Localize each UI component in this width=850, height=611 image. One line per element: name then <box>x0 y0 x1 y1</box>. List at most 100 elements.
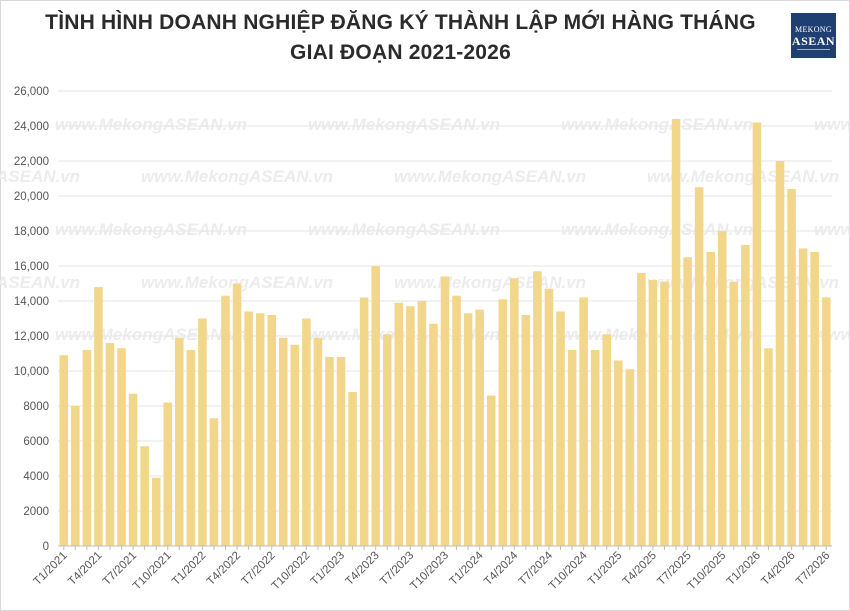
bar <box>671 119 681 546</box>
watermark-text: www.MekongASEAN.vn <box>0 273 80 292</box>
x-tick-label: T10/2025 <box>686 550 729 593</box>
x-tick-label: T10/2023 <box>408 550 451 593</box>
bar <box>706 252 715 546</box>
x-tick-label: T1/2024 <box>447 549 486 588</box>
y-tick-label: 22,000 <box>14 156 49 168</box>
bar <box>128 393 138 546</box>
x-tick-label: T4/2021 <box>66 550 104 588</box>
bar <box>406 306 415 546</box>
watermark-text: www.MekongASEAN.vn <box>561 220 753 239</box>
bar <box>821 297 831 546</box>
bar <box>209 418 219 546</box>
bar <box>429 323 438 546</box>
watermark-text: www.MekongASEAN.vn <box>55 220 247 239</box>
bar <box>59 355 69 546</box>
bar <box>787 189 796 546</box>
bar <box>521 315 531 546</box>
watermark-text: www.MekongASEAN.vn <box>308 220 500 239</box>
bar <box>625 369 635 546</box>
bar <box>417 301 427 546</box>
chart-title: TÌNH HÌNH DOANH NGHIỆP ĐĂNG KÝ THÀNH LẬP… <box>45 11 756 64</box>
bar <box>602 334 612 546</box>
bar <box>764 348 773 546</box>
bar <box>775 161 785 546</box>
watermark-text: www.MekongASEAN.vn <box>561 115 753 134</box>
x-tick-label: T4/2022 <box>205 550 243 588</box>
watermark-text: www.MekongASEAN.vn <box>308 115 500 134</box>
bar <box>394 302 404 546</box>
y-tick-label: 8000 <box>23 401 49 413</box>
bar <box>175 337 184 546</box>
bar <box>533 271 542 546</box>
logo-line-2: ASEAN <box>791 34 836 48</box>
y-tick-label: 12,000 <box>14 331 49 343</box>
bar <box>752 122 762 546</box>
y-tick-label: 26,000 <box>14 86 49 98</box>
y-tick-label: 14,000 <box>14 296 49 308</box>
bar <box>198 318 207 546</box>
bar <box>382 334 392 546</box>
bar <box>648 280 658 546</box>
bar <box>359 297 369 546</box>
y-tick-label: 16,000 <box>14 261 49 273</box>
bar <box>348 392 357 546</box>
bar <box>717 231 727 546</box>
bar <box>232 283 242 546</box>
bar <box>660 281 669 546</box>
x-tick-label: T10/2024 <box>547 549 590 592</box>
bar <box>302 318 311 546</box>
x-tick-label: T1/2022 <box>170 550 208 588</box>
bar <box>637 273 646 546</box>
mekong-asean-logo: MEKONG ASEAN <box>791 13 836 58</box>
bar <box>336 357 346 546</box>
x-tick-label: T1/2021 <box>32 550 70 588</box>
bar <box>579 297 588 546</box>
y-tick-label: 2000 <box>23 506 49 518</box>
watermark-text: www.MekongASEAN.vn <box>141 167 333 186</box>
x-tick-label: T4/2024 <box>482 549 521 588</box>
bar <box>694 187 704 546</box>
x-tick-label: T10/2022 <box>270 550 313 593</box>
bar <box>729 281 739 546</box>
watermark-text: www.MekongASEAN.vn <box>141 273 333 292</box>
watermark-text: www.MekongASEAN.vn <box>647 167 839 186</box>
bar <box>798 248 808 546</box>
bar <box>590 350 600 546</box>
bar <box>151 477 161 546</box>
bar <box>244 311 253 546</box>
watermark-text: www.MekongASEAN.vn <box>394 167 586 186</box>
x-tick-label: T4/2023 <box>343 550 381 588</box>
bar <box>683 257 692 546</box>
bar <box>325 357 334 546</box>
bar <box>267 315 276 546</box>
bar <box>255 313 265 546</box>
logo-rule <box>797 49 830 50</box>
bar <box>810 252 819 546</box>
bar <box>741 245 750 546</box>
bars <box>59 119 831 546</box>
bar <box>510 278 519 546</box>
x-tick-label: T1/2026 <box>725 550 763 588</box>
bar <box>567 350 577 546</box>
watermark-text: www.MekongASEAN.vn <box>394 273 586 292</box>
bar <box>556 311 565 546</box>
watermark-text: www.MekongASEAN.vn <box>814 220 850 239</box>
bar <box>544 288 554 546</box>
x-tick-label: T1/2025 <box>586 550 624 588</box>
bar <box>290 344 300 546</box>
x-tick-label: T10/2021 <box>131 550 174 593</box>
watermark-text: www.MekongASEAN.vn <box>0 167 80 186</box>
watermark-text: www.MekongASEAN.vn <box>55 115 247 134</box>
bar <box>278 337 288 546</box>
bar <box>498 299 508 546</box>
watermark-text: www.MekongASEAN.vn <box>308 325 500 344</box>
bar <box>163 402 173 546</box>
y-tick-label: 0 <box>43 541 49 553</box>
bar <box>463 313 473 546</box>
bar <box>313 337 323 546</box>
y-tick-label: 10,000 <box>14 366 49 378</box>
logo-line-1: MEKONG <box>795 25 832 34</box>
bar <box>186 350 196 546</box>
bar <box>440 276 450 546</box>
